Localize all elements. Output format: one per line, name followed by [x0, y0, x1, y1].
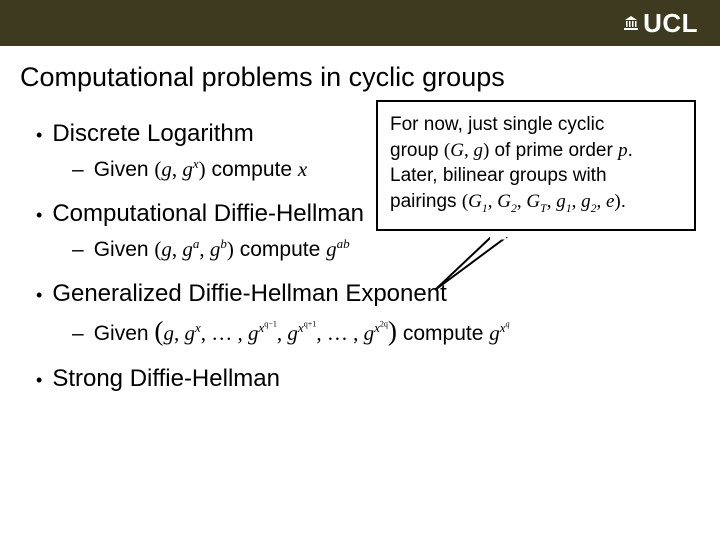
item-sub: Given (g, ga, gb) compute gab: [94, 236, 350, 262]
bullet-icon: •: [36, 206, 42, 224]
list-item: • Strong Diffie-Hellman: [36, 365, 700, 393]
dash-icon: –: [72, 238, 84, 262]
ucl-logo: UCL: [623, 8, 698, 39]
bullet-icon: •: [36, 286, 42, 304]
bullet-icon: •: [36, 371, 42, 389]
item-title: Generalized Diffie-Hellman Exponent: [52, 280, 446, 308]
item-sub: Given (g, gx) compute x: [94, 156, 308, 182]
list-item: • Generalized Diffie-Hellman Exponent – …: [36, 280, 700, 347]
callout-tail-icon: [430, 236, 510, 292]
bullet-icon: •: [36, 126, 42, 144]
item-title: Computational Diffie-Hellman: [52, 200, 364, 228]
logo-text: UCL: [643, 8, 698, 39]
item-sub-row: – Given (g, gx, … , gxq−1, gxq+1, … , gx…: [72, 316, 700, 347]
page-title: Computational problems in cyclic groups: [0, 46, 720, 93]
portico-icon: [623, 15, 639, 33]
callout-box: For now, just single cyclic group (G, g)…: [376, 100, 696, 231]
callout-text: For now, just single cyclic group (G, g)…: [390, 114, 633, 212]
item-sub-row: – Given (g, ga, gb) compute gab: [72, 236, 700, 262]
dash-icon: –: [72, 322, 84, 346]
header-bar: UCL: [0, 0, 720, 46]
item-sub: Given (g, gx, … , gxq−1, gxq+1, … , gx2q…: [94, 316, 510, 347]
item-title: Strong Diffie-Hellman: [52, 365, 280, 393]
item-title: Discrete Logarithm: [52, 120, 253, 148]
item-title-row: • Strong Diffie-Hellman: [36, 365, 700, 393]
item-title-row: • Generalized Diffie-Hellman Exponent: [36, 280, 700, 308]
dash-icon: –: [72, 158, 84, 182]
